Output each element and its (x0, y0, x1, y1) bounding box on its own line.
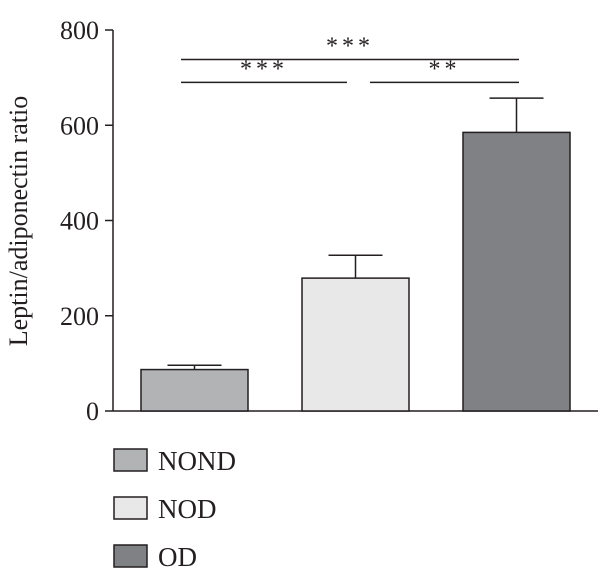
error-bar-od (489, 97, 544, 133)
bars (140, 131, 571, 412)
legend-swatch-nond (113, 448, 148, 472)
legend-label-od: OD (158, 542, 197, 572)
legend: NOND NOD OD (113, 446, 236, 572)
y-tick-label-3: 600 (60, 111, 99, 140)
error-bar-nod (328, 254, 383, 279)
legend-swatch-nod (113, 496, 148, 520)
bar-nod (301, 277, 410, 412)
legend-label-nond: NOND (158, 446, 236, 476)
significance-label-2: ** (429, 56, 461, 82)
significance-brackets: ****** ** (181, 34, 519, 84)
y-tick-label-1: 200 (60, 302, 99, 331)
y-axis-label: Leptin/adiponectin ratio (4, 96, 33, 347)
bar-nond (140, 368, 249, 412)
legend-label-nod: NOD (158, 494, 217, 524)
error-bar-nond (167, 364, 222, 370)
y-tick-label-4: 800 (60, 16, 99, 45)
significance-label-1: *** (240, 56, 288, 82)
y-tick-label-2: 400 (60, 207, 99, 236)
y-tick-label-0: 0 (86, 397, 99, 426)
y-ticks: 0 200 400 600 800 (60, 16, 113, 426)
legend-swatch-od (113, 544, 148, 568)
significance-label-0: *** (326, 34, 374, 60)
bar-od (462, 131, 571, 412)
error-bars (167, 97, 544, 370)
